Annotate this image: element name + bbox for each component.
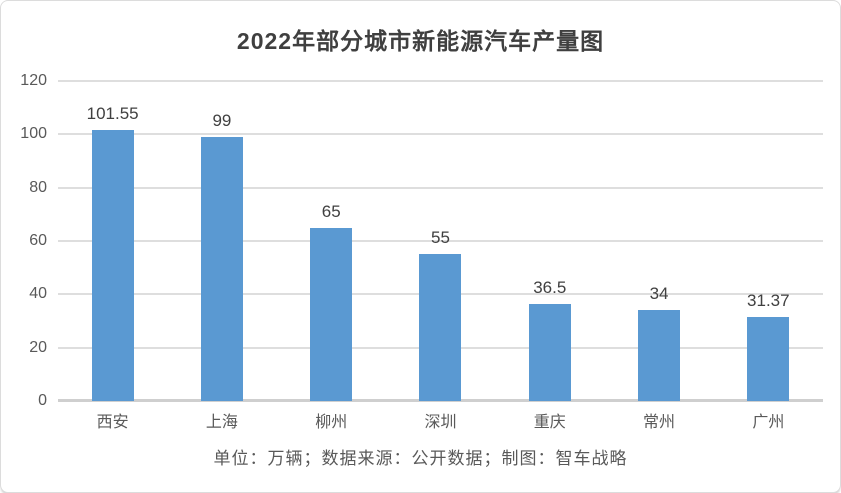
bar-value-label: 31.37 <box>747 291 790 311</box>
y-axis: 0 20 40 60 80 100 120 <box>1 72 47 409</box>
bar-value-label: 55 <box>431 228 450 248</box>
gridline <box>58 186 823 189</box>
bar-value-label: 34 <box>649 284 669 304</box>
bar-column: 65 <box>277 81 386 401</box>
bar <box>528 303 571 401</box>
bar-value-label: 36.5 <box>533 277 567 297</box>
bar-column: 55 <box>386 81 495 401</box>
bar <box>747 317 790 401</box>
bar-column: 101.55 <box>58 81 167 401</box>
chart-title: 2022年部分城市新能源汽车产量图 <box>236 28 605 54</box>
gridline <box>58 80 823 82</box>
bar <box>419 254 462 401</box>
bar <box>638 310 681 401</box>
chart-footnote: 单位：万辆；数据来源：公开数据；制图：智车战略 <box>213 449 628 468</box>
x-axis-category-label: 上海 <box>205 414 238 431</box>
bar <box>200 137 243 401</box>
bars-container: 101.55 99 65 55 36.5 34 31.37 <box>58 81 823 401</box>
x-axis-category-label: 柳州 <box>315 414 348 431</box>
bar <box>91 130 134 401</box>
bar-column: 36.5 <box>495 81 604 401</box>
y-axis-tick-label: 20 <box>29 338 47 356</box>
gridline <box>58 133 823 136</box>
plot-area: 101.55 99 65 55 36.5 34 31.37 <box>58 80 823 402</box>
gridline <box>58 240 823 242</box>
x-axis-category-label: 西安 <box>96 414 129 431</box>
bar <box>310 227 353 401</box>
bar-column: 99 <box>167 81 276 401</box>
y-axis-tick-label: 0 <box>38 392 47 409</box>
y-axis-tick-label: 80 <box>29 178 47 196</box>
bar-column: 31.37 <box>714 81 823 401</box>
y-axis-tick-label: 40 <box>29 285 47 303</box>
x-axis-category-label: 常州 <box>643 414 676 431</box>
bar-value-label: 101.55 <box>86 104 139 124</box>
y-axis-tick-label: 120 <box>20 72 47 89</box>
x-axis: 西安 上海 柳州 深圳 重庆 常州 广州 <box>58 408 823 432</box>
y-axis-tick-label: 60 <box>29 232 47 249</box>
bar-value-label: 65 <box>321 201 341 221</box>
x-axis-category-label: 重庆 <box>533 414 566 431</box>
x-axis-category-label: 广州 <box>752 414 785 431</box>
y-axis-tick-label: 100 <box>20 125 47 143</box>
bar-column: 34 <box>604 81 713 401</box>
bar-value-label: 99 <box>212 111 232 130</box>
x-axis-category-label: 深圳 <box>424 414 457 431</box>
